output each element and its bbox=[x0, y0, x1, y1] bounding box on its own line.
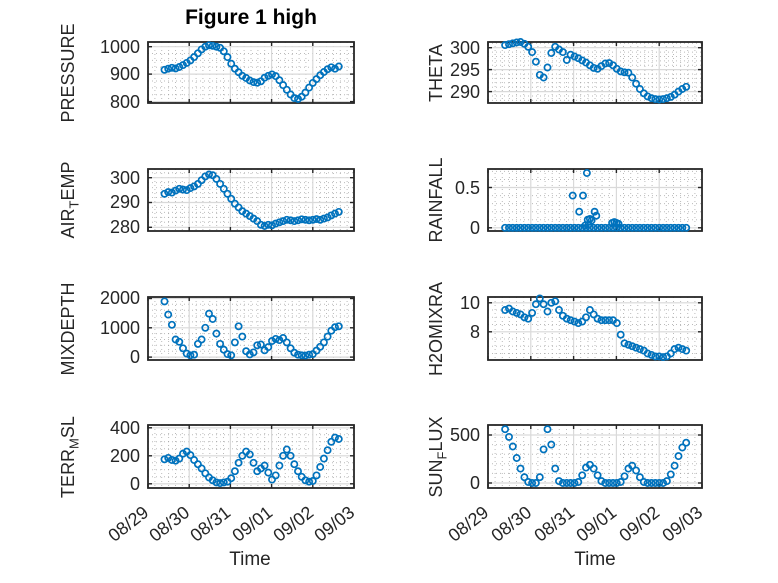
xtick-label-0-1: 08/30 bbox=[145, 502, 194, 546]
terr-msl-ytick-label: 400 bbox=[109, 417, 140, 438]
pressure-ytick-label: 800 bbox=[109, 91, 140, 112]
theta-ylabel-segment: THETA bbox=[426, 43, 446, 102]
terr-msl-ylabel: TERRMSL bbox=[57, 372, 82, 542]
rainfall-ytick-label: 0 bbox=[469, 217, 480, 238]
xtick-label-1-1: 08/30 bbox=[487, 502, 535, 546]
mixdepth-ytick-label: 1000 bbox=[99, 317, 140, 338]
subplot-theta bbox=[487, 38, 703, 104]
subplot-terr-msl bbox=[147, 424, 355, 489]
sun-flux-ylabel-segment: SUN bbox=[426, 458, 446, 497]
sun-flux-ytick-label: 500 bbox=[449, 424, 480, 445]
xtick-label-0-4: 09/02 bbox=[269, 502, 317, 546]
air-temp-ylabel-segment: EMP bbox=[58, 161, 78, 201]
subplot-air-temp bbox=[147, 168, 355, 232]
theta-ytick-label: 295 bbox=[449, 59, 480, 80]
terr-msl-ylabel-segment: TERR bbox=[58, 448, 78, 498]
pressure-ytick-label: 1000 bbox=[99, 36, 140, 57]
theta-ytick-label: 290 bbox=[449, 81, 480, 102]
xtick-label-1-0: 08/29 bbox=[444, 502, 493, 546]
mixdepth-ytick-label: 2000 bbox=[99, 288, 140, 309]
terr-msl-ytick-label: 0 bbox=[129, 473, 140, 494]
h2omixra-ytick-label: 10 bbox=[459, 292, 480, 313]
xlabel-time-left: Time bbox=[229, 549, 271, 570]
terr-msl-ytick-label: 200 bbox=[109, 445, 140, 466]
pressure-ytick-label: 900 bbox=[109, 64, 140, 85]
rainfall-ytick-label: 0.5 bbox=[454, 177, 480, 198]
pressure-ylabel-segment: PRESSURE bbox=[58, 22, 78, 123]
h2omixra-ytick-label: 8 bbox=[469, 321, 480, 342]
subplot-sun-flux bbox=[487, 424, 703, 489]
figure-title: Figure 1 high bbox=[185, 6, 317, 29]
sun-flux-ytick-label: 0 bbox=[469, 473, 480, 493]
mixdepth-ylabel-segment: MIXDEPTH bbox=[58, 282, 78, 376]
xtick-label-1-4: 09/02 bbox=[615, 502, 664, 546]
subplot-h2omixra bbox=[487, 294, 703, 362]
xtick-label-0-2: 08/31 bbox=[186, 502, 235, 546]
air-temp-ytick-label: 280 bbox=[109, 217, 140, 238]
air-temp-ytick-label: 300 bbox=[109, 167, 140, 188]
xtick-label-1-2: 08/31 bbox=[529, 502, 578, 546]
xtick-label-0-0: 08/29 bbox=[104, 502, 153, 546]
subplot-mixdepth bbox=[147, 296, 355, 361]
xtick-label-0-5: 09/03 bbox=[310, 502, 359, 546]
theta-ytick-label: 300 bbox=[449, 37, 480, 58]
xtick-label-0-3: 09/01 bbox=[227, 502, 276, 546]
subplot-rainfall bbox=[487, 168, 703, 232]
mixdepth-ytick-label: 0 bbox=[129, 347, 140, 368]
terr-msl-ylabel-segment: M bbox=[66, 437, 82, 449]
air-temp-ylabel-segment: AIR bbox=[58, 208, 78, 239]
xlabel-time-right: Time bbox=[574, 549, 616, 570]
air-temp-ytick-label: 290 bbox=[109, 192, 140, 213]
h2omixra-ylabel-segment: H2OMIXRA bbox=[426, 281, 446, 376]
sun-flux-ylabel-segment: LUX bbox=[426, 416, 446, 452]
terr-msl-ylabel-segment: SL bbox=[58, 415, 78, 438]
sun-flux-ylabel-segment: F bbox=[434, 451, 450, 459]
rainfall-ylabel-segment: RAINFALL bbox=[426, 157, 446, 243]
xtick-label-1-5: 09/03 bbox=[658, 502, 707, 546]
sun-flux-ylabel: SUNFLUX bbox=[425, 372, 450, 542]
air-temp-ylabel-segment: T bbox=[66, 200, 82, 209]
xtick-label-1-3: 09/01 bbox=[572, 502, 621, 546]
subplot-pressure bbox=[147, 41, 355, 104]
